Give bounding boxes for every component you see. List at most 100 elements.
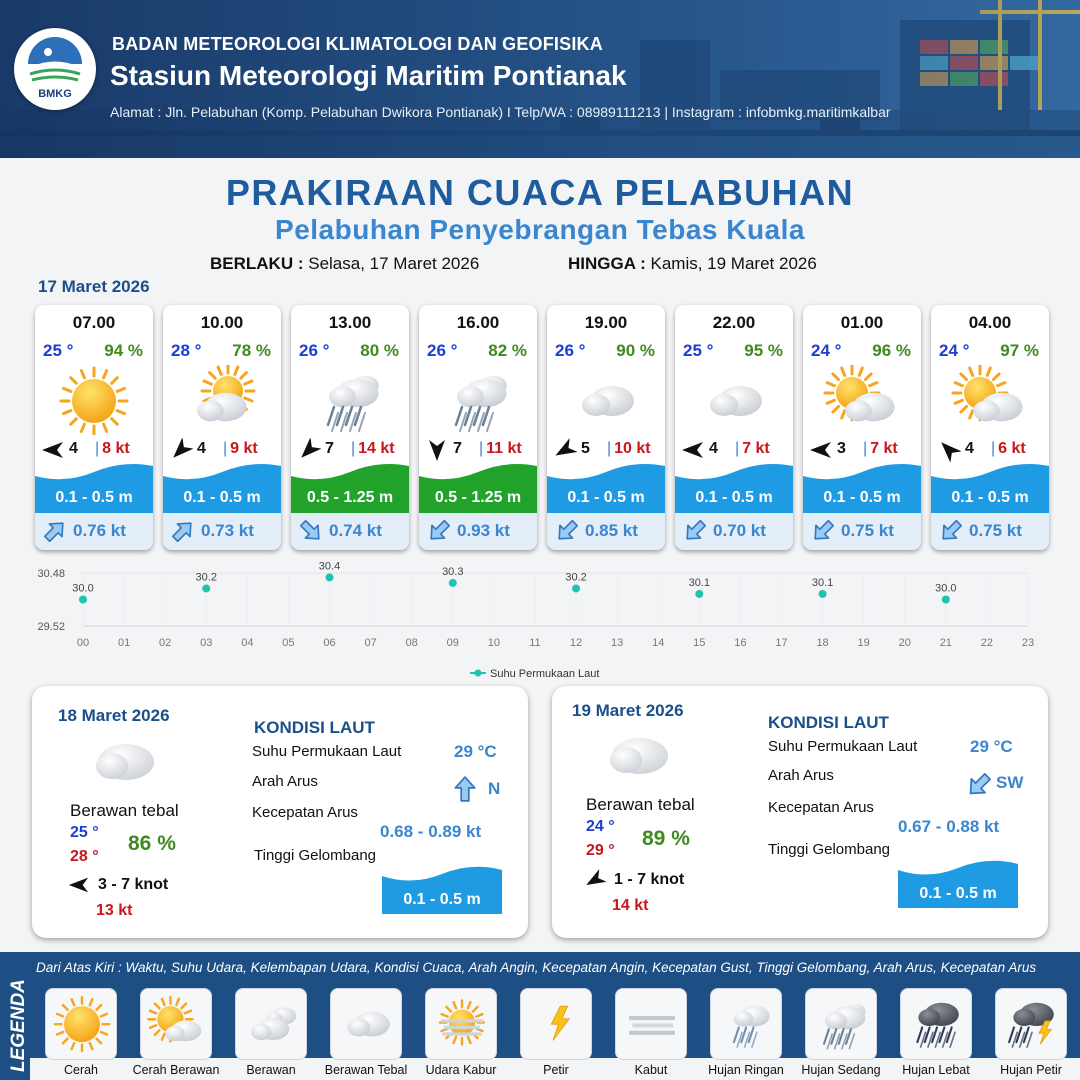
forecast-card: 19.00 26 ° 90 % 5 | 10 kt 0.1 - 0.5 m 0.8…	[547, 305, 665, 550]
day2-sst-label: Suhu Permukaan Laut	[252, 743, 402, 760]
forecast-wind-speed: 7	[325, 440, 334, 457]
day2-panel: 18 Maret 2026 Berawan tebal 25 ° 28 ° 86…	[32, 686, 528, 938]
y-tick-label: 29.52	[37, 621, 65, 633]
forecast-wind-speed: 5	[581, 440, 590, 457]
x-tick-label: 13	[611, 637, 623, 649]
current-direction-arrow-icon	[814, 519, 835, 540]
legend-item-udara-kabur	[425, 988, 497, 1060]
valid-from-label: BERLAKU :	[210, 254, 304, 273]
day3-sst-label: Suhu Permukaan Laut	[768, 738, 918, 755]
forecast-card: 04.00 24 ° 97 % 4 | 6 kt 0.1 - 0.5 m 0.75…	[931, 305, 1049, 550]
berawan-tebal-icon	[710, 386, 762, 416]
forecast-card: 07.00 25 ° 94 % 4 | 8 kt 0.1 - 0.5 m 0.76…	[35, 305, 153, 550]
forecast-gust-value: 10 kt	[614, 440, 651, 457]
x-tick-label: 21	[940, 637, 952, 649]
x-tick-label: 18	[816, 637, 828, 649]
forecast-current-speed: 0.93 kt	[457, 521, 510, 540]
forecast-time: 19.00	[584, 313, 628, 332]
forecast-wave-height: 0.1 - 0.5 m	[951, 489, 1029, 506]
day2-date: 18 Maret 2026	[58, 706, 170, 725]
x-tick-label: 03	[200, 637, 212, 649]
y-tick-label: 30.48	[37, 568, 65, 580]
valid-from-value: Selasa, 17 Maret 2026	[308, 254, 480, 273]
day3-wave-label: Tinggi Gelombang	[768, 841, 891, 858]
day3-date: 19 Maret 2026	[572, 701, 684, 720]
berawan-icon	[251, 1007, 297, 1041]
forecast-wave-height: 0.1 - 0.5 m	[567, 489, 645, 506]
sst-chart: 00 01 02 03 04 05 06 07 08 09 10 11 12 13 14 15 16 17 18 19…	[37, 560, 1034, 680]
legend-item-kabut	[615, 988, 687, 1060]
forecast-gust-value: 7 kt	[742, 440, 770, 457]
forecast-wind-speed: 4	[965, 440, 974, 457]
hujan-petir-icon	[1008, 1002, 1054, 1048]
sst-data-point	[818, 589, 827, 598]
current-direction-arrow-icon	[558, 519, 579, 540]
station-address: Alamat : Jln. Pelabuhan (Komp. Pelabuhan…	[110, 104, 891, 120]
forecast-wind-speed: 4	[709, 440, 718, 457]
forecast-humidity: 96 %	[872, 341, 911, 360]
forecast-temperature: 26 °	[555, 341, 586, 360]
logo-text: BMKG	[38, 88, 72, 100]
forecast-humidity: 95 %	[744, 341, 783, 360]
day3-wind: 1 - 7 knot	[614, 871, 685, 888]
forecast-current-speed: 0.74 kt	[329, 521, 382, 540]
sst-data-label: 30.1	[812, 577, 833, 589]
day3-wind-arrow-icon	[586, 869, 606, 886]
day2-wave-graphic	[382, 866, 502, 914]
forecast-gust: | 9 kt	[223, 440, 258, 457]
wind-direction-arrow-icon	[941, 442, 961, 462]
legend-item-petir	[520, 988, 592, 1060]
forecast-time: 13.00	[328, 313, 372, 332]
day3-sst-value: 29 °C	[970, 737, 1013, 756]
wind-direction-arrow-icon	[682, 442, 703, 458]
legend-item-cerah	[45, 988, 117, 1060]
current-direction-arrow-icon	[430, 519, 451, 540]
berawan-sun-icon	[951, 365, 1023, 422]
hujan-lebat-icon	[916, 1002, 959, 1048]
forecast-humidity: 90 %	[616, 341, 655, 360]
chart-legend-label: Suhu Permukaan Laut	[490, 668, 599, 680]
day3-temp-max: 29 °	[586, 842, 615, 859]
legend-item-hujan-sedang	[805, 988, 877, 1060]
day3-wave-value: 0.1 - 0.5 m	[919, 885, 997, 902]
forecast-wind-speed: 4	[197, 440, 206, 457]
legend-title: LEGENDA	[8, 979, 29, 1072]
forecast-time: 01.00	[840, 313, 884, 332]
wind-direction-arrow-icon	[173, 438, 193, 458]
x-tick-label: 01	[118, 637, 130, 649]
forecast-temperature: 24 °	[811, 341, 842, 360]
day1-date: 17 Maret 2026	[38, 277, 150, 296]
day2-gust: 13 kt	[96, 902, 133, 919]
legend-item-label: Hujan Lebat	[902, 1063, 970, 1077]
x-tick-label: 17	[775, 637, 787, 649]
forecast-wave-height: 0.1 - 0.5 m	[183, 489, 261, 506]
forecast-humidity: 82 %	[488, 341, 527, 360]
page-subtitle: Pelabuhan Penyebrangan Tebas Kuala	[275, 214, 805, 245]
legend-item-label: Berawan	[246, 1063, 296, 1077]
valid-to-value: Kamis, 19 Maret 2026	[650, 254, 817, 273]
x-tick-label: 20	[899, 637, 911, 649]
sst-data-point	[202, 584, 211, 593]
x-tick-label: 04	[241, 637, 253, 649]
forecast-gust-value: 6 kt	[998, 440, 1026, 457]
chart-legend-marker	[474, 669, 482, 677]
day3-current-speed-label: Kecepatan Arus	[768, 799, 874, 816]
sst-data-point	[941, 595, 950, 604]
day2-temp-max: 28 °	[70, 848, 99, 865]
forecast-humidity: 97 %	[1000, 341, 1039, 360]
x-tick-label: 02	[159, 637, 171, 649]
legend-label-strip	[30, 1058, 1080, 1080]
valid-to: HINGGA : Kamis, 19 Maret 2026	[568, 254, 817, 274]
forecast-gust: | 7 kt	[735, 440, 770, 457]
sst-data-point	[572, 584, 581, 593]
x-tick-label: 09	[447, 637, 459, 649]
berawan-sun-icon	[823, 365, 895, 422]
berawan-tebal-icon	[96, 744, 154, 780]
forecast-temperature: 28 °	[171, 341, 202, 360]
x-tick-label: 11	[529, 637, 540, 649]
forecast-time: 16.00	[456, 313, 500, 332]
wind-direction-arrow-icon	[810, 442, 831, 458]
legend-item-hujan-petir	[995, 988, 1067, 1060]
forecast-time: 07.00	[72, 313, 116, 332]
legend-item-label: Hujan Petir	[1000, 1063, 1062, 1077]
